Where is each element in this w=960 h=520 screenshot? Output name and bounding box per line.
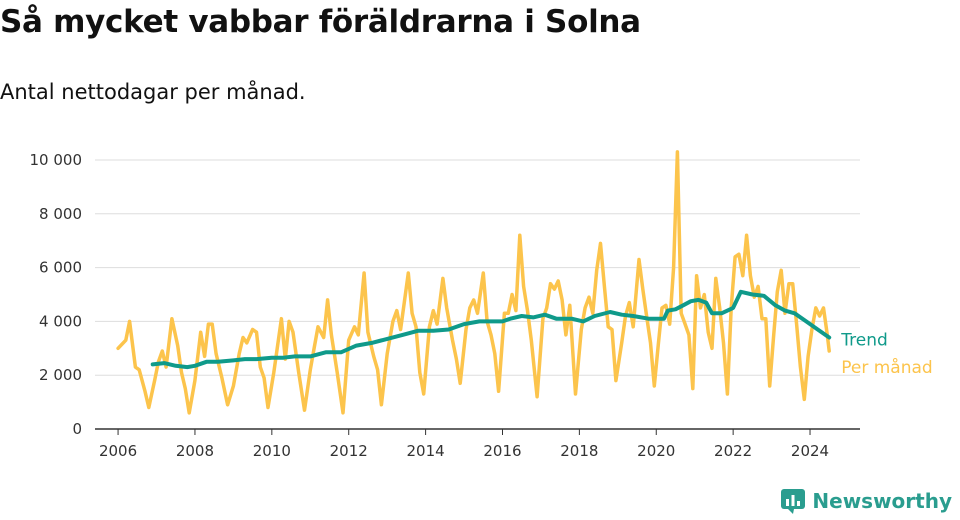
x-tick-label: 2006 <box>99 442 137 460</box>
newsworthy-brand[interactable]: Newsworthy <box>780 488 952 514</box>
series-labels: Per månad Trend <box>840 331 932 378</box>
x-tick-label: 2012 <box>330 442 368 460</box>
series-label-per-month: Per månad <box>841 357 932 378</box>
x-tick-label: 2020 <box>637 442 675 460</box>
y-axis: 0 2 000 4 000 6 000 8 000 10 000 <box>30 151 83 438</box>
series-label-trend: Trend <box>840 331 888 351</box>
x-tick-label: 2008 <box>176 442 214 460</box>
x-tick-label: 2016 <box>483 442 521 460</box>
x-tick-label: 2022 <box>714 442 752 460</box>
chart-title: Så mycket vabbar föräldrarna i Solna <box>0 4 641 40</box>
y-tick-label: 6 000 <box>39 259 82 277</box>
y-tick-label: 8 000 <box>39 205 82 223</box>
series-line-trend <box>150 289 832 370</box>
x-axis: 2006 2008 2010 2012 2014 2016 2018 2020 2022 2024 <box>95 428 860 460</box>
x-tick-label: 2018 <box>560 442 598 460</box>
x-tick-label: 2024 <box>791 442 829 460</box>
y-tick-label: 0 <box>72 420 82 438</box>
x-tick-label: 2014 <box>407 442 445 460</box>
series <box>116 150 832 415</box>
y-tick-label: 2 000 <box>39 366 82 384</box>
y-tick-label: 10 000 <box>30 151 83 169</box>
y-tick-label: 4 000 <box>39 312 82 330</box>
chart-subtitle: Antal nettodagar per månad. <box>0 80 306 104</box>
x-tick-label: 2010 <box>253 442 291 460</box>
newsworthy-logo-icon <box>781 489 806 514</box>
series-line-per-month <box>116 150 831 415</box>
brand-name: Newsworthy <box>812 489 952 513</box>
